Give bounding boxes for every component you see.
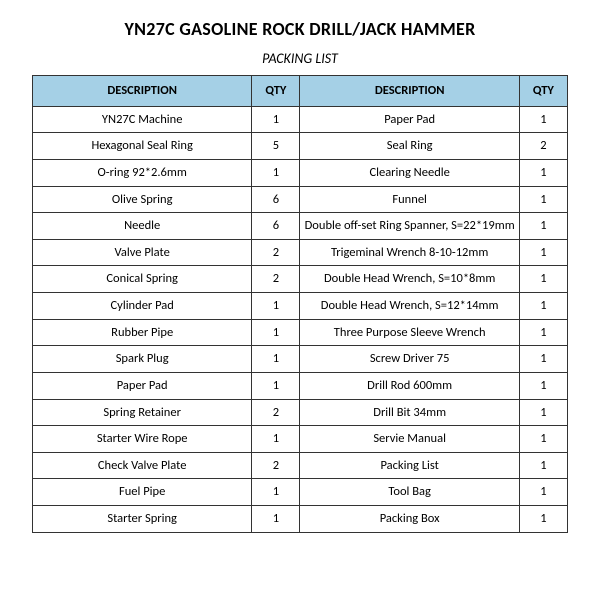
table-row: Paper Pad1Drill Rod 600mm1 <box>33 372 568 399</box>
cell-qty-right: 1 <box>519 346 567 373</box>
cell-qty-right: 1 <box>519 319 567 346</box>
cell-desc-right: Packing Box <box>300 506 519 533</box>
table-body: YN27C Machine1Paper Pad1Hexagonal Seal R… <box>33 106 568 532</box>
cell-desc-right: Paper Pad <box>300 106 519 133</box>
table-row: Hexagonal Seal Ring5Seal Ring2 <box>33 133 568 160</box>
cell-qty-right: 1 <box>519 426 567 453</box>
cell-qty-left: 6 <box>252 186 300 213</box>
cell-qty-left: 6 <box>252 213 300 240</box>
cell-qty-left: 2 <box>252 266 300 293</box>
cell-desc-right: Packing List <box>300 452 519 479</box>
cell-desc-right: Double Head Wrench, S=12*14mm <box>300 293 519 320</box>
cell-desc-left: Cylinder Pad <box>33 293 252 320</box>
table-row: Fuel Pipe1Tool Bag1 <box>33 479 568 506</box>
table-row: Starter Spring1Packing Box1 <box>33 506 568 533</box>
cell-desc-left: Olive Spring <box>33 186 252 213</box>
table-row: Olive Spring6Funnel1 <box>33 186 568 213</box>
cell-qty-left: 5 <box>252 133 300 160</box>
header-desc-right: DESCRIPTION <box>300 76 519 107</box>
cell-desc-right: Trigeminal Wrench 8-10-12mm <box>300 239 519 266</box>
cell-desc-right: Screw Driver 75 <box>300 346 519 373</box>
packing-list-table: DESCRIPTION QTY DESCRIPTION QTY YN27C Ma… <box>32 75 568 533</box>
table-row: Rubber Pipe1Three Purpose Sleeve Wrench1 <box>33 319 568 346</box>
cell-qty-left: 1 <box>252 159 300 186</box>
cell-qty-right: 1 <box>519 266 567 293</box>
cell-desc-left: Paper Pad <box>33 372 252 399</box>
cell-qty-left: 1 <box>252 106 300 133</box>
header-qty-right: QTY <box>519 76 567 107</box>
cell-desc-right: Double Head Wrench, S=10*8mm <box>300 266 519 293</box>
table-row: O-ring 92*2.6mm1Clearing Needle1 <box>33 159 568 186</box>
table-row: Valve Plate2Trigeminal Wrench 8-10-12mm1 <box>33 239 568 266</box>
table-row: Check Valve Plate2Packing List1 <box>33 452 568 479</box>
cell-desc-left: Conical Spring <box>33 266 252 293</box>
header-desc-left: DESCRIPTION <box>33 76 252 107</box>
cell-desc-right: Double off-set Ring Spanner, S=22*19mm <box>300 213 519 240</box>
table-row: Starter Wire Rope1Servie Manual1 <box>33 426 568 453</box>
cell-desc-left: Starter Wire Rope <box>33 426 252 453</box>
cell-qty-right: 2 <box>519 133 567 160</box>
cell-qty-right: 1 <box>519 159 567 186</box>
cell-desc-right: Three Purpose Sleeve Wrench <box>300 319 519 346</box>
cell-desc-left: O-ring 92*2.6mm <box>33 159 252 186</box>
cell-desc-right: Funnel <box>300 186 519 213</box>
table-header-row: DESCRIPTION QTY DESCRIPTION QTY <box>33 76 568 107</box>
cell-qty-left: 1 <box>252 479 300 506</box>
cell-desc-left: Hexagonal Seal Ring <box>33 133 252 160</box>
cell-desc-left: Valve Plate <box>33 239 252 266</box>
cell-desc-left: Check Valve Plate <box>33 452 252 479</box>
cell-desc-right: Seal Ring <box>300 133 519 160</box>
cell-qty-left: 2 <box>252 452 300 479</box>
cell-desc-right: Servie Manual <box>300 426 519 453</box>
cell-desc-left: Rubber Pipe <box>33 319 252 346</box>
cell-desc-right: Drill Bit 34mm <box>300 399 519 426</box>
page-subtitle: PACKING LIST <box>32 50 568 67</box>
cell-qty-left: 1 <box>252 293 300 320</box>
cell-desc-right: Clearing Needle <box>300 159 519 186</box>
cell-qty-left: 1 <box>252 426 300 453</box>
cell-qty-right: 1 <box>519 186 567 213</box>
cell-qty-left: 1 <box>252 319 300 346</box>
cell-desc-left: YN27C Machine <box>33 106 252 133</box>
cell-qty-left: 2 <box>252 239 300 266</box>
cell-qty-right: 1 <box>519 506 567 533</box>
cell-qty-left: 2 <box>252 399 300 426</box>
cell-qty-left: 1 <box>252 506 300 533</box>
cell-desc-left: Needle <box>33 213 252 240</box>
cell-qty-right: 1 <box>519 372 567 399</box>
cell-qty-right: 1 <box>519 293 567 320</box>
table-row: Spark Plug1Screw Driver 751 <box>33 346 568 373</box>
cell-qty-left: 1 <box>252 372 300 399</box>
cell-desc-right: Drill Rod 600mm <box>300 372 519 399</box>
cell-qty-left: 1 <box>252 346 300 373</box>
header-qty-left: QTY <box>252 76 300 107</box>
cell-desc-right: Tool Bag <box>300 479 519 506</box>
cell-desc-left: Spark Plug <box>33 346 252 373</box>
cell-qty-right: 1 <box>519 399 567 426</box>
cell-desc-left: Starter Spring <box>33 506 252 533</box>
cell-desc-left: Spring Retainer <box>33 399 252 426</box>
table-row: Spring Retainer2Drill Bit 34mm1 <box>33 399 568 426</box>
table-row: Conical Spring2Double Head Wrench, S=10*… <box>33 266 568 293</box>
cell-qty-right: 1 <box>519 452 567 479</box>
cell-qty-right: 1 <box>519 479 567 506</box>
table-row: Needle6Double off-set Ring Spanner, S=22… <box>33 213 568 240</box>
table-row: YN27C Machine1Paper Pad1 <box>33 106 568 133</box>
cell-desc-left: Fuel Pipe <box>33 479 252 506</box>
table-row: Cylinder Pad1Double Head Wrench, S=12*14… <box>33 293 568 320</box>
cell-qty-right: 1 <box>519 106 567 133</box>
cell-qty-right: 1 <box>519 239 567 266</box>
page-title: YN27C GASOLINE ROCK DRILL/JACK HAMMER <box>32 18 568 40</box>
cell-qty-right: 1 <box>519 213 567 240</box>
